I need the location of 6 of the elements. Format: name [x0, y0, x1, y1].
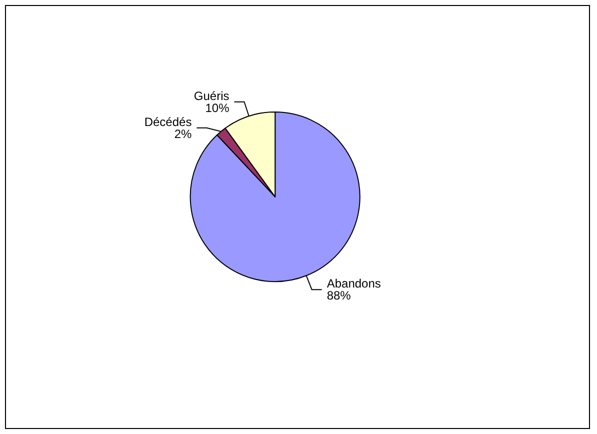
data-label: 88% — [326, 288, 352, 303]
slice-label: Décédés — [144, 114, 192, 129]
slice-label: Guéris — [194, 88, 230, 103]
slice-label: Abandons — [326, 276, 381, 291]
data-label: 2% — [174, 126, 192, 141]
data-label: 10% — [205, 100, 230, 115]
